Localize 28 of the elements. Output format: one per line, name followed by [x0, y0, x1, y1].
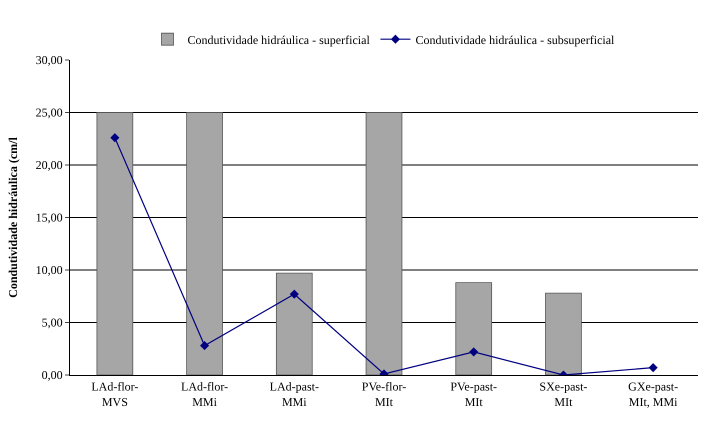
legend-label: Condutividade hidráulica - superficial — [188, 32, 370, 47]
bar — [455, 282, 492, 375]
x-tick-label: PVe-past- MIt — [450, 379, 498, 409]
x-tick-label: SXe-past- MIt — [539, 379, 588, 409]
y-tick-label: 5,00 — [42, 316, 63, 330]
x-tick-label: PVe-flor- MIt — [362, 379, 406, 409]
x-tick-label: GXe-past- MIt, MMi — [628, 379, 678, 409]
bar — [366, 112, 402, 375]
legend-label: Condutividade hidráulica - subsuperficial — [415, 32, 616, 47]
y-axis-title: Condutividade hidráulica (cm/l — [6, 136, 20, 298]
point — [469, 347, 478, 356]
x-tick-label: LAd-flor- MMi — [181, 379, 228, 409]
point — [290, 290, 299, 299]
bar — [96, 112, 134, 375]
x-tick-label: LAd-past- MMi — [270, 379, 319, 409]
point — [648, 363, 658, 372]
point — [110, 133, 120, 142]
point — [200, 341, 210, 350]
bar — [276, 272, 313, 375]
y-tick-label: 25,00 — [36, 106, 63, 120]
y-tick-label: 15,00 — [36, 210, 63, 225]
y-tick-label: 0,00 — [42, 368, 63, 382]
y-tick-label: 20,00 — [36, 158, 63, 172]
y-tick-label: 30,00 — [36, 53, 63, 68]
x-tick-label: LAd-flor- MVS — [91, 379, 138, 409]
bar — [545, 292, 582, 375]
y-tick-label: 10,00 — [36, 263, 63, 278]
bar — [186, 112, 223, 375]
